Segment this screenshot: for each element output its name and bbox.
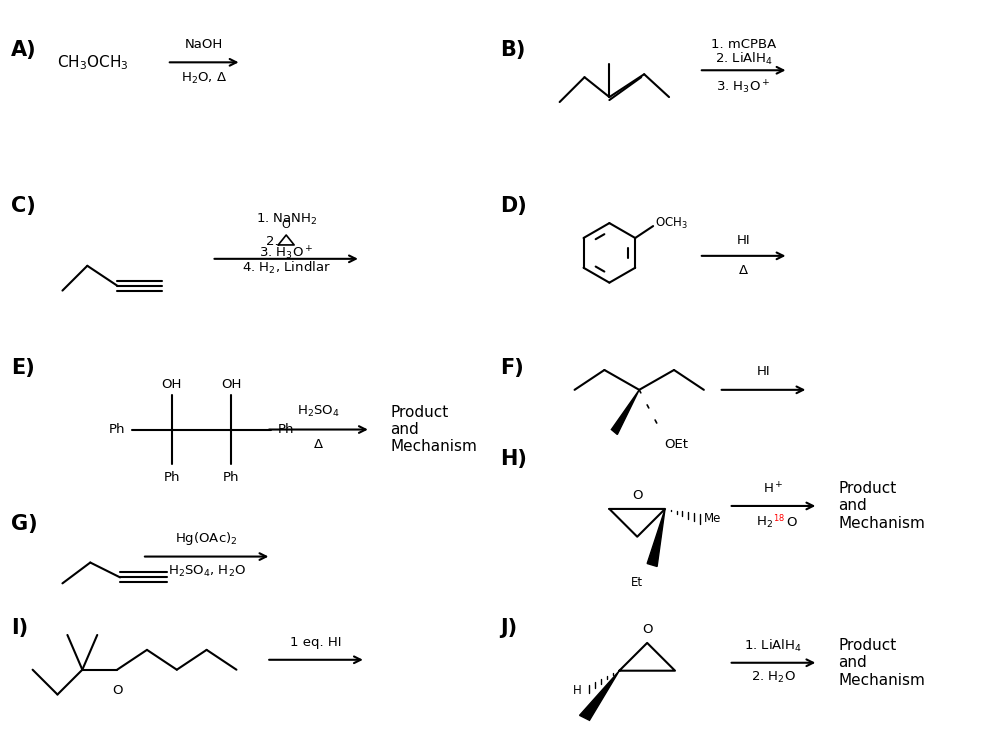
Text: Product
and
Mechanism: Product and Mechanism [390, 405, 477, 454]
Text: OH: OH [221, 378, 242, 392]
Text: 3. H$_3$O$^+$: 3. H$_3$O$^+$ [259, 244, 314, 261]
Text: G): G) [11, 514, 38, 534]
Text: OCH$_3$: OCH$_3$ [655, 216, 688, 230]
Text: 1. LiAlH$_4$: 1. LiAlH$_4$ [744, 638, 803, 654]
Text: 1 eq. HI: 1 eq. HI [290, 637, 342, 649]
Text: H: H [573, 684, 582, 697]
Text: H$_2$O, $\Delta$: H$_2$O, $\Delta$ [180, 71, 227, 86]
Text: Product
and
Mechanism: Product and Mechanism [838, 638, 925, 687]
Text: C): C) [11, 197, 36, 216]
Text: 1. mCPBA: 1. mCPBA [711, 38, 776, 51]
Text: J): J) [500, 618, 517, 638]
Text: Hg(OAc)$_2$: Hg(OAc)$_2$ [175, 530, 238, 547]
Text: Ph: Ph [278, 423, 295, 436]
Text: Ph: Ph [223, 470, 240, 484]
Text: 4. H$_2$, Lindlar: 4. H$_2$, Lindlar [242, 260, 331, 276]
Text: CH$_3$OCH$_3$: CH$_3$OCH$_3$ [58, 53, 129, 71]
Polygon shape [647, 509, 665, 567]
Text: B): B) [500, 40, 525, 60]
Text: 3. H$_3$O$^+$: 3. H$_3$O$^+$ [716, 79, 771, 96]
Text: H$^+$: H$^+$ [763, 481, 784, 497]
Text: F): F) [500, 358, 524, 378]
Text: $\Delta$: $\Delta$ [313, 438, 324, 451]
Polygon shape [612, 390, 639, 434]
Text: OH: OH [161, 378, 182, 392]
Text: O: O [282, 220, 291, 230]
Text: NaOH: NaOH [184, 38, 223, 51]
Text: 1. NaNH$_2$: 1. NaNH$_2$ [256, 211, 317, 227]
Text: O: O [632, 489, 642, 501]
Text: 2.: 2. [266, 236, 279, 249]
Text: HI: HI [737, 235, 750, 247]
Text: 2. LiAlH$_4$: 2. LiAlH$_4$ [714, 52, 773, 68]
Text: Me: Me [704, 512, 721, 526]
Text: H$_2$SO$_4$, H$_2$O: H$_2$SO$_4$, H$_2$O [167, 564, 246, 579]
Polygon shape [580, 670, 620, 721]
Text: HI: HI [757, 366, 770, 378]
Text: $\Delta$: $\Delta$ [738, 264, 749, 277]
Text: D): D) [500, 197, 527, 216]
Text: Product
and
Mechanism: Product and Mechanism [838, 481, 925, 531]
Text: A): A) [11, 40, 37, 60]
Text: I): I) [11, 618, 28, 638]
Text: Ph: Ph [163, 470, 180, 484]
Text: H$_2$: H$_2$ [756, 515, 773, 531]
Text: H$_2$SO$_4$: H$_2$SO$_4$ [297, 404, 340, 420]
Text: OEt: OEt [664, 438, 688, 451]
Text: E): E) [11, 358, 35, 378]
Text: Et: Et [631, 576, 643, 590]
Text: O: O [787, 517, 797, 529]
Text: H): H) [500, 450, 527, 470]
Text: 2. H$_2$O: 2. H$_2$O [751, 670, 796, 685]
Text: $^{18}$: $^{18}$ [774, 514, 786, 527]
Text: Ph: Ph [109, 423, 125, 436]
Text: O: O [641, 623, 652, 635]
Text: O: O [112, 684, 123, 696]
